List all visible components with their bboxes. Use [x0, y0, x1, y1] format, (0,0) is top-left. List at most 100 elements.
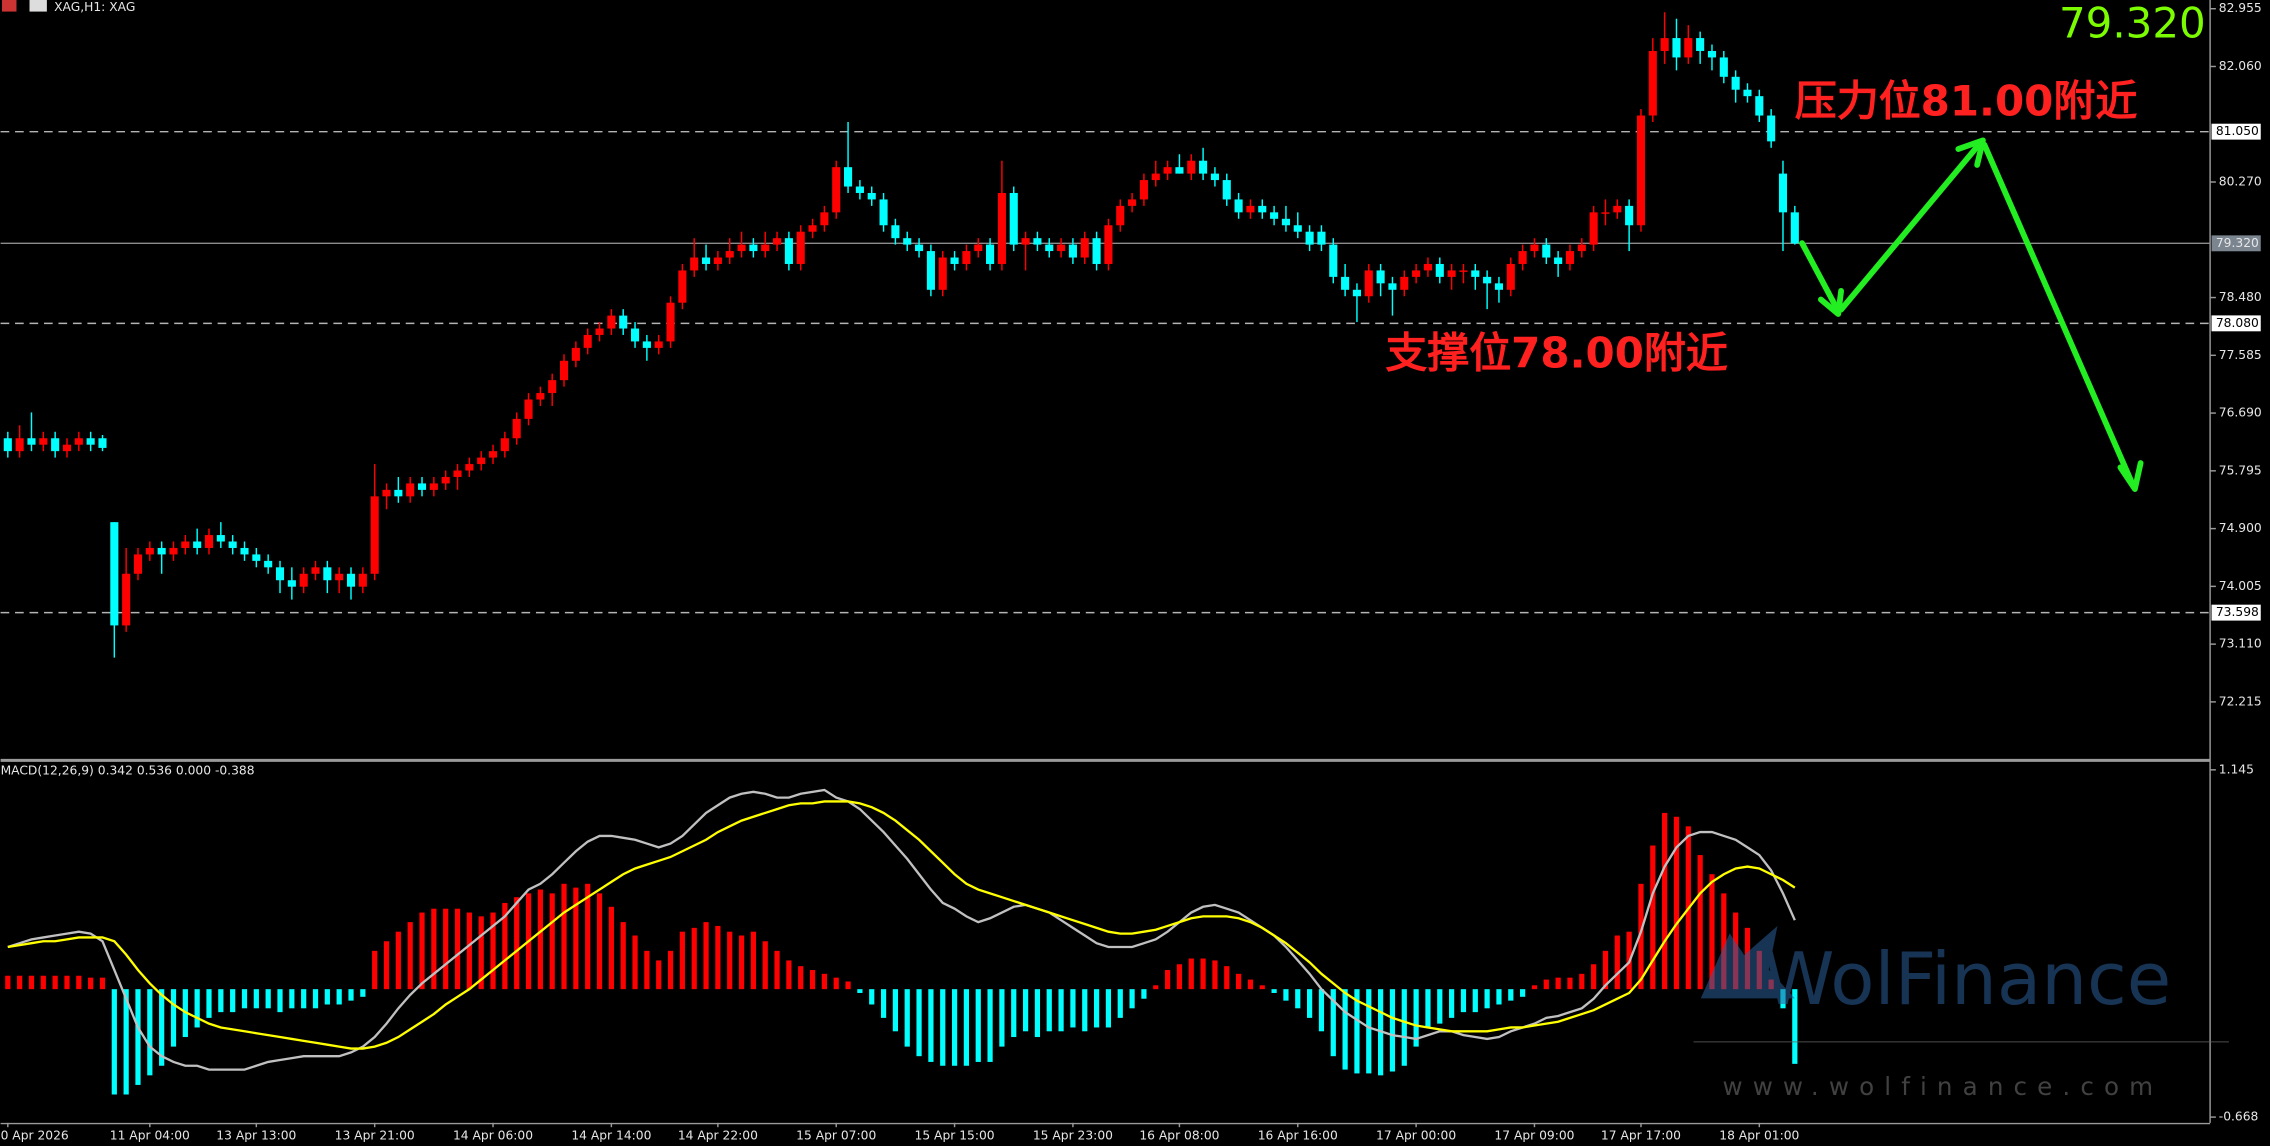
histogram-bar	[573, 887, 579, 990]
candle-body	[287, 580, 296, 587]
candle-body	[1601, 212, 1610, 214]
histogram-bar	[786, 960, 792, 990]
histogram-bar	[809, 969, 816, 990]
candle-body	[1755, 96, 1764, 116]
candle-body	[1151, 173, 1160, 181]
histogram-bar	[1484, 989, 1490, 1009]
candle-body	[15, 438, 24, 452]
histogram-bar	[1330, 989, 1336, 1057]
candle-body	[228, 541, 237, 548]
candle-body	[169, 547, 178, 555]
signal-line	[7, 800, 1796, 1050]
histogram-bar	[1508, 989, 1514, 1001]
candle-body	[465, 464, 474, 471]
candle-body	[358, 573, 367, 587]
histogram-bar	[679, 931, 685, 990]
histogram-bar	[1164, 969, 1171, 990]
candle-body	[417, 483, 427, 490]
candle-body	[1625, 205, 1634, 226]
histogram-bar	[904, 989, 910, 1047]
histogram-bar	[40, 975, 46, 990]
histogram-bar	[490, 912, 496, 990]
candle-body	[619, 315, 628, 329]
histogram-bar	[880, 989, 887, 1018]
candle-body	[784, 238, 793, 264]
histogram-bar	[1306, 989, 1313, 1018]
candle-body	[926, 251, 935, 290]
histogram-bar	[1212, 960, 1218, 990]
candle-body	[1719, 57, 1728, 77]
candle-body	[1767, 115, 1776, 142]
candle-body	[1341, 276, 1350, 290]
candle-body	[27, 438, 36, 445]
histogram-bar	[916, 989, 922, 1057]
histogram-bar	[277, 989, 283, 1013]
candle-body	[429, 483, 438, 490]
histogram-bar	[1283, 989, 1289, 1001]
candle-body	[1743, 89, 1752, 97]
histogram-bar	[1780, 989, 1786, 1009]
candle-body	[879, 199, 888, 226]
histogram-bar	[1176, 964, 1183, 990]
histogram-bar	[76, 975, 82, 990]
candle-body	[678, 270, 687, 303]
histogram-bar	[727, 931, 733, 990]
histogram-bar	[324, 989, 330, 1005]
histogram-bar	[312, 989, 319, 1009]
histogram-bar	[419, 912, 425, 990]
candle-body	[204, 535, 214, 548]
candle-body	[1080, 238, 1089, 258]
histogram-bar	[241, 989, 248, 1009]
candle-body	[1116, 205, 1125, 226]
candle-body	[855, 186, 864, 193]
timeframe-icon	[29, 0, 47, 12]
histogram-bar	[348, 989, 354, 1001]
x-tick-label: 11 Apr 04:00	[110, 1128, 190, 1142]
candle-body	[252, 554, 261, 561]
candle-body	[193, 541, 202, 548]
candle-body	[559, 360, 569, 381]
histogram-bar	[1022, 989, 1029, 1032]
histogram-bar	[159, 989, 165, 1066]
histogram-bar	[1792, 989, 1798, 1064]
histogram-bar	[1224, 966, 1230, 990]
level-label: 78.080	[2216, 316, 2259, 330]
histogram-bar	[585, 883, 591, 990]
candle-body	[1388, 283, 1397, 290]
histogram-bar	[1200, 958, 1206, 990]
candle-body	[1163, 167, 1172, 174]
candle-body	[1210, 173, 1219, 181]
candle-body	[1033, 238, 1042, 245]
candle-body	[1234, 199, 1243, 213]
histogram-bar	[135, 989, 141, 1085]
candle-body	[1731, 76, 1740, 90]
histogram-bar	[1721, 893, 1727, 990]
candle-body	[346, 573, 356, 587]
candle-body	[903, 238, 912, 245]
histogram-bar	[596, 893, 603, 990]
histogram-bar	[892, 989, 899, 1032]
histogram-bar	[1082, 989, 1088, 1032]
candle-body	[86, 438, 95, 445]
histogram-bar	[1401, 989, 1407, 1066]
candle-body	[1696, 38, 1705, 51]
candle-body	[1364, 270, 1373, 297]
candle-body	[607, 315, 616, 329]
histogram-bar	[1460, 989, 1467, 1013]
candle-body	[264, 560, 273, 568]
candle-body	[1471, 270, 1480, 277]
y-tick-label: 75.795	[2219, 463, 2262, 477]
candle-body	[761, 244, 770, 252]
candle-body	[725, 251, 734, 258]
candle-body	[1293, 225, 1302, 232]
candle-body	[1317, 231, 1326, 245]
histogram-bar	[466, 912, 472, 990]
histogram-bar	[644, 950, 650, 990]
histogram-bar	[940, 989, 946, 1066]
histogram-bar	[951, 989, 958, 1066]
candle-body	[1175, 167, 1184, 174]
candle-body	[1281, 218, 1290, 226]
candle-body	[1092, 238, 1101, 264]
watermark-logo	[1700, 926, 1795, 999]
